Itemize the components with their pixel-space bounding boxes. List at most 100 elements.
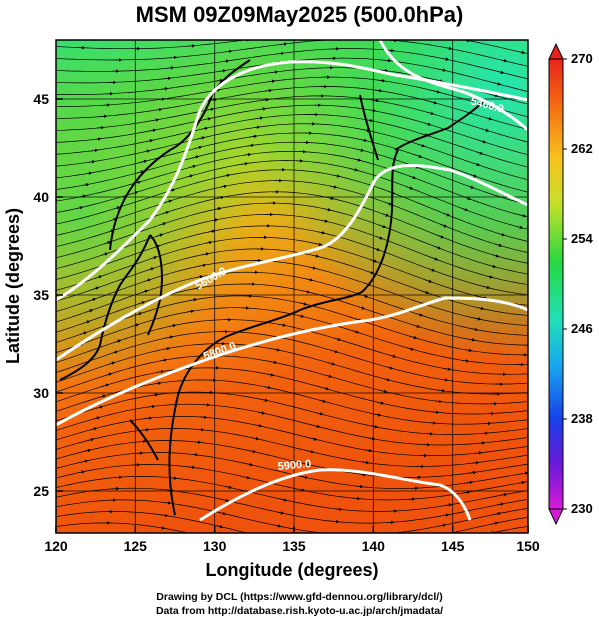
wind-arrow: [383, 58, 392, 63]
wind-arrow: [272, 348, 281, 352]
wind-arrow: [98, 394, 107, 398]
wind-arrow: [257, 411, 266, 415]
wind-arrow: [99, 114, 108, 119]
wind-arrow: [90, 148, 99, 153]
wind-arrow: [296, 314, 305, 318]
wind-arrow: [254, 423, 263, 428]
wind-arrow: [169, 55, 178, 60]
wind-arrow: [161, 210, 170, 215]
wind-arrow: [240, 161, 249, 166]
wind-arrow: [324, 374, 333, 378]
x-tick-label: 135: [282, 538, 306, 554]
wind-arrow: [417, 143, 426, 148]
x-axis-label: Longitude (degrees): [205, 560, 378, 580]
wind-arrow: [435, 79, 444, 83]
x-tick-label: 120: [44, 538, 68, 554]
wind-arrow: [436, 535, 442, 536]
x-axis: 120 125 130 135 140 145 150 Longitude (d…: [44, 526, 540, 580]
wind-arrow: [332, 174, 341, 178]
wind-arrow: [201, 252, 210, 256]
wind-arrow: [271, 538, 277, 539]
wind-arrow: [103, 241, 112, 245]
plot-frame: [55, 39, 529, 534]
wind-arrow: [477, 441, 486, 445]
wind-arrow: [221, 59, 230, 63]
wind-arrow: [326, 196, 335, 200]
wind-arrow: [198, 263, 207, 268]
wind-arrow: [421, 290, 430, 294]
wind-arrow: [424, 279, 433, 283]
wind-arrow: [515, 225, 524, 229]
wind-arrow: [444, 503, 453, 507]
wind-arrow: [426, 111, 435, 116]
wind-arrow: [158, 222, 167, 226]
wind-arrow: [160, 87, 169, 91]
wind-arrow: [476, 572, 482, 574]
contour-5400: [378, 40, 528, 132]
wind-arrow: [494, 243, 503, 247]
wind-arrow: [484, 116, 493, 121]
wind-arrow: [370, 424, 379, 429]
wind-arrow: [441, 513, 450, 517]
wind-arrow: [386, 48, 395, 53]
wind-arrow: [255, 116, 264, 120]
wind-arrow: [218, 69, 227, 73]
wind-arrow: [193, 440, 202, 444]
wind-arrow: [478, 139, 487, 144]
wind-arrow: [421, 587, 427, 589]
wind-arrow: [163, 76, 172, 81]
wind-arrow: [364, 448, 373, 453]
wind-arrow: [488, 264, 497, 269]
wind-arrow: [475, 151, 484, 155]
wind-arrow: [438, 523, 447, 528]
wind-arrow: [130, 191, 139, 195]
y-axis-label: Latitude (degrees): [3, 208, 23, 364]
wind-arrow: [436, 234, 445, 239]
colorbar-tick-label: 262: [571, 141, 593, 156]
wind-arrow: [441, 57, 450, 61]
wind-arrow: [350, 168, 359, 172]
wind-arrow: [406, 347, 415, 351]
wind-arrow: [428, 421, 437, 425]
wind-arrow: [479, 562, 485, 563]
wind-arrow: [163, 501, 172, 505]
wind-arrow: [168, 323, 177, 328]
wind-arrow: [156, 370, 165, 374]
wind-arrow: [368, 108, 377, 113]
wind-arrow: [87, 160, 96, 164]
wind-arrow: [185, 174, 194, 178]
wind-arrow: [379, 389, 388, 393]
wind-arrow: [104, 372, 113, 377]
wind-arrow: [434, 399, 443, 404]
wind-arrow: [138, 439, 147, 444]
colorbar-tick-label: 270: [571, 51, 593, 66]
map-title: MSM 09Z09May2025 (500.0hPa): [135, 2, 464, 27]
height-contours: [56, 40, 528, 522]
wind-arrow: [248, 449, 257, 454]
wind-arrow: [317, 230, 326, 235]
wind-arrow: [79, 331, 88, 335]
wind-arrow: [162, 346, 171, 351]
wind-arrow: [146, 577, 152, 578]
wind-arrow: [113, 339, 122, 343]
wind-arrow: [374, 88, 383, 93]
wind-arrow: [215, 524, 224, 529]
contour-5600: [56, 60, 528, 302]
wind-arrow: [485, 275, 494, 279]
wind-arrow: [147, 404, 156, 409]
wind-arrow: [195, 275, 204, 279]
wind-arrow: [329, 185, 338, 189]
wind-arrow: [91, 286, 100, 291]
wind-arrow: [221, 498, 230, 503]
wind-arrow: [146, 267, 155, 271]
colorbar-tick-label: 230: [571, 501, 593, 516]
wind-arrow: [95, 405, 104, 409]
wind-arrow: [263, 385, 272, 390]
wind-arrow: [321, 386, 330, 391]
wind-arrow: [148, 128, 157, 133]
wind-arrow: [353, 158, 362, 162]
colorbar-scale: [548, 58, 564, 510]
wind-arrow: [160, 513, 169, 518]
wind-arrow: [107, 361, 116, 365]
